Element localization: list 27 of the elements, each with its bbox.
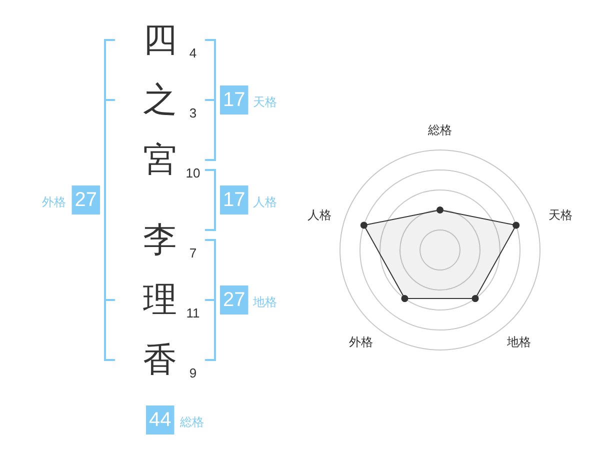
text: 17 [223,189,246,211]
data-label: 7 [189,246,197,260]
data-label: 3 [189,106,197,120]
data-label: 10 [186,166,200,180]
spoke-label: 天格 [548,208,572,222]
spoke-label: 地格 [506,335,532,350]
spoke-label: 人格 [308,208,332,222]
text: 天格 [253,95,277,109]
category-label: 四 [143,21,177,59]
category-label: 香 [143,341,177,379]
text: 27 [223,289,246,311]
text: 44 [149,409,172,431]
text: 人格 [253,195,277,209]
data-label: 9 [189,366,197,380]
data-label: 4 [189,46,197,60]
text: 17 [223,89,246,111]
category-label: 宮 [143,141,177,179]
text: 総格 [179,415,204,429]
category-label: 之 [143,81,177,119]
data-label: 11 [186,306,200,320]
text: 外格 [42,195,66,209]
category-label: 李 [143,221,177,259]
spoke-label: 外格 [348,335,373,350]
spoke-label: 総格 [427,123,452,137]
category-label: 理 [143,281,177,319]
text: 27 [74,189,97,211]
text: 地格 [252,295,277,309]
